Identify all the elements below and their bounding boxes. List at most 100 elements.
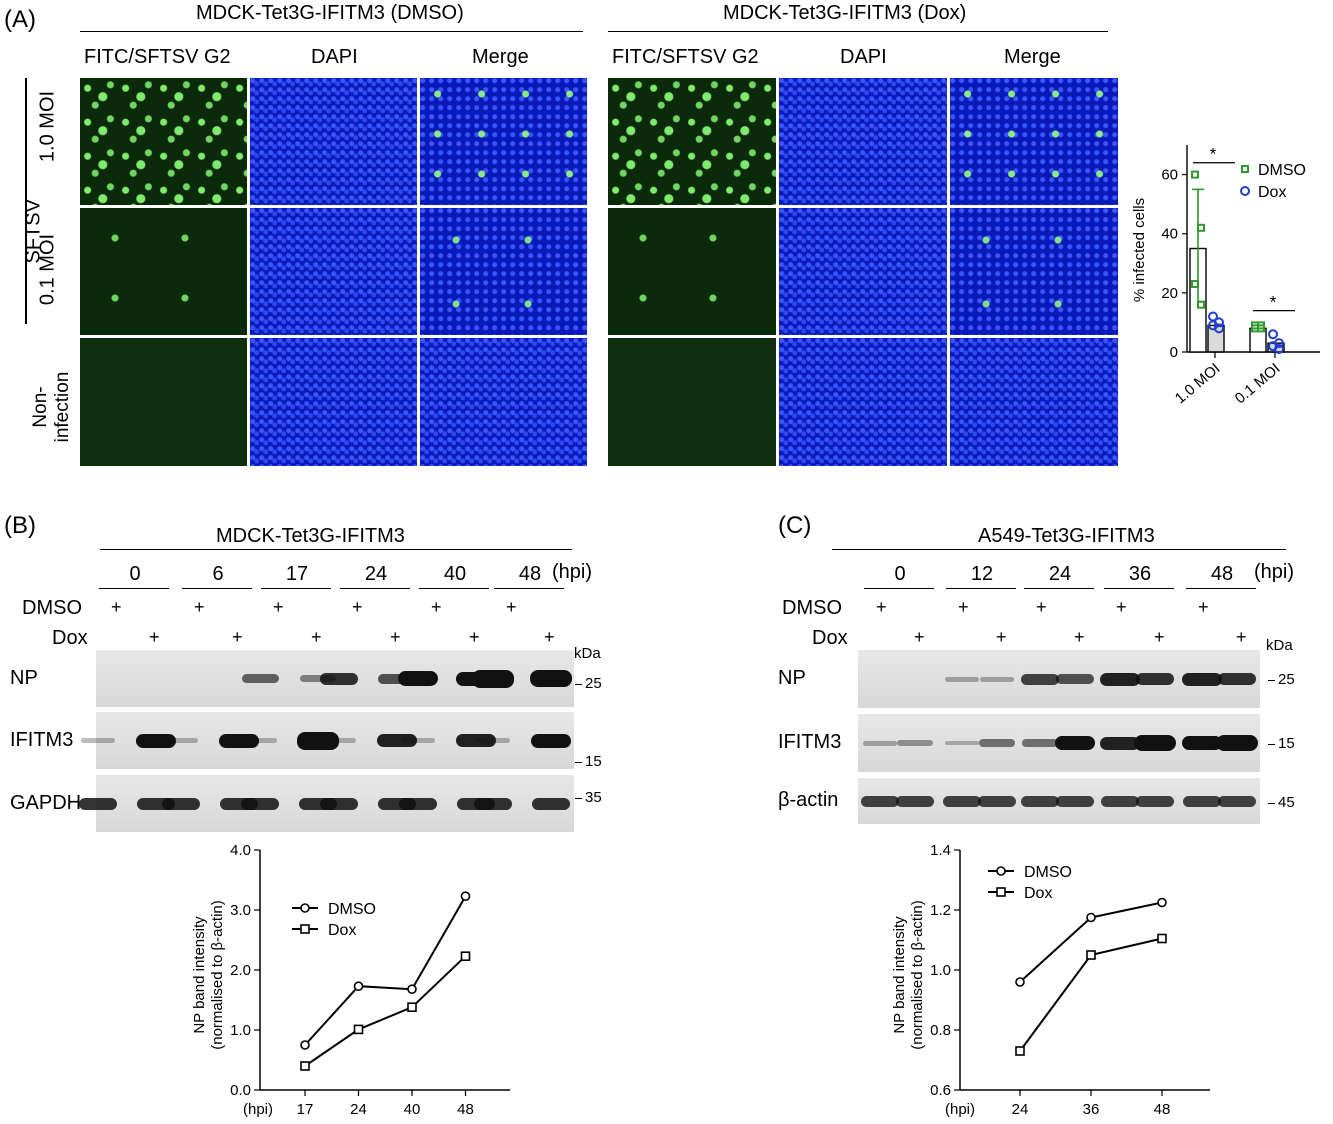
marker-label: 45 <box>1278 794 1295 811</box>
micro-dox-dapi-01moi <box>779 208 947 335</box>
chart-b-line-dox <box>304 955 467 1067</box>
plus-dox: + <box>149 627 160 647</box>
chart-a-point <box>1268 329 1278 340</box>
blot-band <box>136 733 176 748</box>
panel-b-cellline: MDCK-Tet3G-IFITM3 <box>216 525 405 547</box>
chart-c-legend-label: DMSO <box>1024 864 1072 881</box>
blot-band <box>319 797 359 810</box>
blot-band <box>1100 795 1140 807</box>
micro-dox-fitc-none <box>608 338 776 466</box>
panel-b-blot: 0 6 17 24 40 48 (hpi) DMSO Dox + + + + + + + + + + + + kDa NP 2… <box>0 0 602 850</box>
plus-dmso: + <box>1116 597 1127 617</box>
band-label: NP <box>778 667 806 689</box>
blot-band <box>979 676 1015 682</box>
timepoint-underline <box>494 588 564 590</box>
timepoint-label: 48 <box>1210 563 1234 585</box>
blot-band <box>862 740 898 746</box>
chart-a-point <box>1197 223 1205 232</box>
timepoint-label: 36 <box>1128 563 1152 585</box>
marker-tick <box>1268 680 1275 682</box>
dmso-row-label: DMSO <box>782 597 842 619</box>
timepoint-label: 17 <box>285 563 309 585</box>
chart-c-legend-marker <box>996 887 1006 897</box>
plus-dmso: + <box>111 597 122 617</box>
blot-band <box>1020 673 1060 685</box>
chart-a-legend-label: DMSO <box>1258 162 1306 179</box>
marker-label: 35 <box>585 789 602 806</box>
kda-label: kDa <box>1266 637 1293 654</box>
chart-c-legend-marker <box>996 866 1006 876</box>
chart-b-xticklabel: 48 <box>457 1101 474 1118</box>
micro-dox-merge-none <box>950 338 1118 466</box>
plus-dmso: + <box>352 597 363 617</box>
chart-b-yticklabel: 4.0 <box>230 842 251 859</box>
micro-dmso-fitc-1moi <box>80 78 247 205</box>
timepoint-underline <box>864 588 934 590</box>
blot-band <box>1056 674 1094 684</box>
panel-b-cellline-underline <box>100 549 572 551</box>
blot-band <box>1055 736 1095 750</box>
timepoint-underline <box>340 588 410 590</box>
plus-dmso: + <box>506 597 517 617</box>
chart-c-point <box>1015 1046 1025 1056</box>
band-label: NP <box>10 666 38 689</box>
chart-b-hpi-prefix: (hpi) <box>243 1101 273 1118</box>
col-dapi-dox: DAPI <box>840 46 887 68</box>
plus-dox: + <box>1236 627 1247 647</box>
blot-band <box>400 738 436 743</box>
plus-dmso: + <box>958 597 969 617</box>
col-dapi-dmso: DAPI <box>311 46 358 68</box>
marker-tick <box>575 798 582 800</box>
plus-dmso: + <box>194 597 205 617</box>
blot-band <box>1217 795 1257 807</box>
chart-b-point <box>407 984 417 994</box>
group-underline-dmso <box>80 31 583 33</box>
timepoint-label: 6 <box>212 563 224 585</box>
marker-label: 15 <box>585 753 602 770</box>
blot-band <box>1182 672 1222 686</box>
group-title-dox: MDCK-Tet3G-IFITM3 (Dox) <box>723 2 967 24</box>
group-underline-dox <box>608 31 1108 33</box>
chart-a-xticklabel: 0.1 MOI <box>1232 360 1284 407</box>
band-label: β-actin <box>778 789 839 811</box>
chart-b-point <box>300 1061 310 1071</box>
micro-dox-merge-01moi <box>950 208 1118 335</box>
blot-band <box>300 675 336 682</box>
panel-c-cellline-underline <box>832 549 1286 551</box>
blot-band <box>1100 672 1140 686</box>
plus-dmso: + <box>1198 597 1209 617</box>
marker-label: 15 <box>1278 735 1295 752</box>
chart-c-yticklabel: 1.0 <box>930 962 951 979</box>
panel-a-label: (A) <box>4 6 36 33</box>
blot-band <box>475 738 511 743</box>
timepoint-label: 24 <box>1048 563 1072 585</box>
timepoint-label: 48 <box>518 563 542 585</box>
blot-band <box>163 738 199 743</box>
plus-dox: + <box>914 627 925 647</box>
blot-band <box>1100 736 1140 750</box>
micro-dmso-merge-01moi <box>420 208 587 335</box>
chart-a-yticklabel: 60 <box>1161 167 1178 184</box>
timepoint-underline <box>419 588 489 590</box>
timepoint-label: 40 <box>443 563 467 585</box>
blot-band <box>1020 795 1060 807</box>
chart-a-point <box>1191 170 1199 179</box>
chart-c-xticklabel: 36 <box>1083 1101 1100 1118</box>
chart-a-yticklabel: 40 <box>1161 226 1178 243</box>
chart-b-yticklabel: 3.0 <box>230 902 251 919</box>
chart-c-point <box>1086 912 1096 923</box>
blot-strip <box>858 650 1260 708</box>
chart-b-line-dmso <box>304 895 467 1046</box>
chart-c-point <box>1015 977 1025 987</box>
chart-a-xticklabel: 1.0 MOI <box>1172 360 1224 407</box>
chart-b-legend-label: DMSO <box>328 901 376 918</box>
blot-band <box>378 673 416 684</box>
blot-band <box>319 672 359 685</box>
chart-b-point <box>353 981 364 991</box>
chart-a-sigstar: * <box>1270 293 1277 312</box>
blot-band <box>1021 739 1059 747</box>
kda-label: kDa <box>574 645 601 662</box>
blot-band <box>161 797 201 810</box>
blot-band <box>240 797 280 810</box>
micro-dmso-dapi-1moi <box>250 78 417 205</box>
